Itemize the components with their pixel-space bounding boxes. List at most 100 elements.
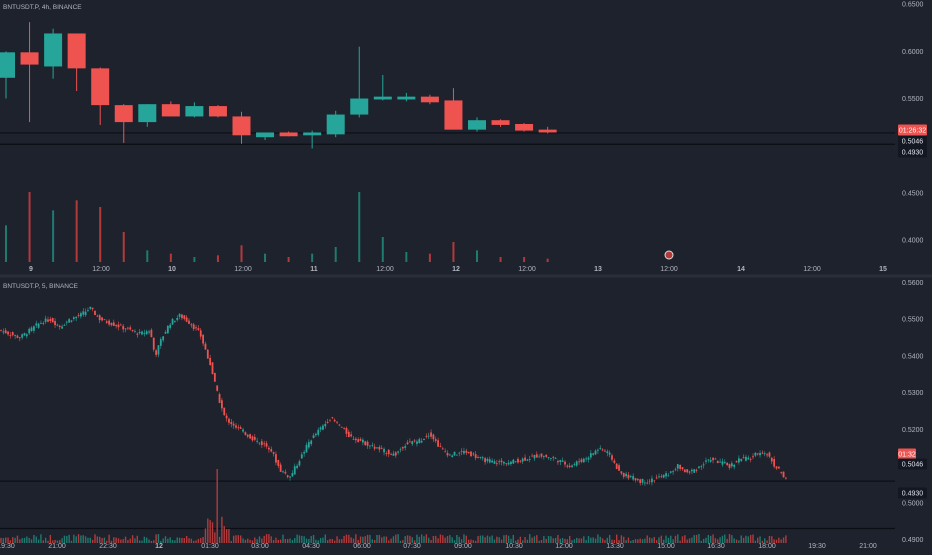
volume-bar: [390, 538, 392, 543]
volume-bar: [244, 539, 247, 543]
volume-bar: [623, 536, 625, 543]
volume-bar: [397, 534, 399, 543]
volume-bar: [691, 537, 693, 543]
volume-bar: [162, 538, 164, 543]
candle-body: [615, 463, 618, 469]
candle-body: [491, 120, 510, 125]
x-tick-label: 06:00: [353, 543, 371, 550]
candle-body: [545, 454, 548, 457]
volume-bar: [578, 538, 580, 543]
volume-bar: [242, 538, 244, 543]
candle-body: [486, 458, 489, 462]
volume-bar: [117, 538, 120, 543]
volume-bar: [498, 537, 500, 543]
candle-body: [688, 471, 691, 473]
price-badge-label: 0.4930: [902, 491, 924, 498]
volume-bar: [674, 535, 677, 543]
candle-body: [644, 482, 646, 484]
candle-body: [150, 329, 153, 338]
candle-body: [589, 453, 592, 458]
volume-bar: [538, 540, 540, 543]
candle-body: [303, 452, 306, 454]
volume-bar: [411, 537, 413, 543]
volume-bar: [214, 532, 216, 543]
volume-bar: [693, 535, 695, 543]
candle-body: [533, 455, 536, 459]
candle-body: [56, 324, 59, 326]
volume-bar: [209, 520, 211, 543]
candle-body: [759, 453, 761, 456]
candle-body: [559, 459, 562, 462]
volume-bar: [681, 536, 684, 543]
volume-bar: [315, 539, 317, 543]
volume-bar: [358, 192, 361, 262]
volume-bar: [75, 536, 77, 543]
volume-bar: [576, 537, 578, 543]
candle-body: [284, 471, 287, 474]
volume-bar: [597, 534, 599, 543]
volume-bar: [218, 536, 221, 543]
volume-bar: [540, 539, 543, 543]
candle-body: [65, 321, 68, 323]
volume-bar: [740, 535, 742, 543]
volume-bar: [460, 539, 463, 543]
volume-bar: [216, 469, 218, 543]
volume-bar: [146, 537, 148, 543]
volume-bar: [89, 537, 91, 543]
y-tick-label: 0.5600: [902, 280, 924, 287]
y-tick-label: 0.4900: [902, 537, 924, 544]
volume-bar: [547, 536, 550, 543]
candle-body: [474, 454, 477, 459]
volume-bar: [108, 534, 110, 543]
volume-bar: [550, 536, 552, 543]
candle-body: [747, 457, 750, 460]
volume-bar: [193, 540, 195, 543]
x-tick-label: 07:30: [403, 543, 421, 550]
candle-body: [286, 475, 289, 478]
volume-bar: [670, 535, 672, 543]
volume-bar: [519, 536, 522, 543]
volume-bar: [9, 540, 12, 543]
candle-body: [84, 311, 87, 316]
candle-body: [0, 52, 15, 78]
x-tick-label: 14: [737, 266, 745, 273]
volume-bar: [759, 536, 761, 543]
candle-body: [343, 427, 345, 429]
candle-body: [740, 458, 743, 461]
candle-body: [477, 457, 479, 458]
candle-body: [91, 68, 110, 106]
candle-body: [552, 456, 555, 458]
candle-body: [63, 325, 66, 326]
candle-body: [218, 394, 221, 403]
candle-body: [242, 429, 244, 432]
candle-body: [538, 129, 557, 133]
volume-bar: [684, 535, 686, 543]
volume-bar: [73, 534, 75, 543]
volume-bar: [52, 210, 55, 262]
candle-body: [303, 132, 322, 136]
candle-body: [705, 460, 707, 462]
volume-bar: [571, 540, 573, 543]
volume-bar: [336, 536, 338, 543]
candle-body: [204, 343, 207, 350]
volume-bar: [113, 537, 115, 543]
candle-body: [456, 454, 458, 456]
candle-body: [432, 434, 435, 440]
candle-body: [618, 465, 620, 471]
volume-bar: [160, 540, 162, 543]
volume-bar: [311, 253, 314, 262]
candle-body: [719, 461, 721, 463]
volume-bar: [14, 537, 16, 543]
candle-body: [35, 323, 38, 326]
volume-bar: [510, 538, 512, 543]
candle-body: [665, 473, 667, 477]
volume-bar: [712, 534, 714, 543]
candle-body: [695, 470, 698, 471]
volume-bar: [489, 536, 491, 543]
volume-bar: [16, 535, 19, 543]
volume-bar: [742, 537, 745, 543]
candle-body: [249, 434, 251, 439]
volume-bar: [326, 540, 329, 543]
candle-body: [479, 456, 482, 458]
